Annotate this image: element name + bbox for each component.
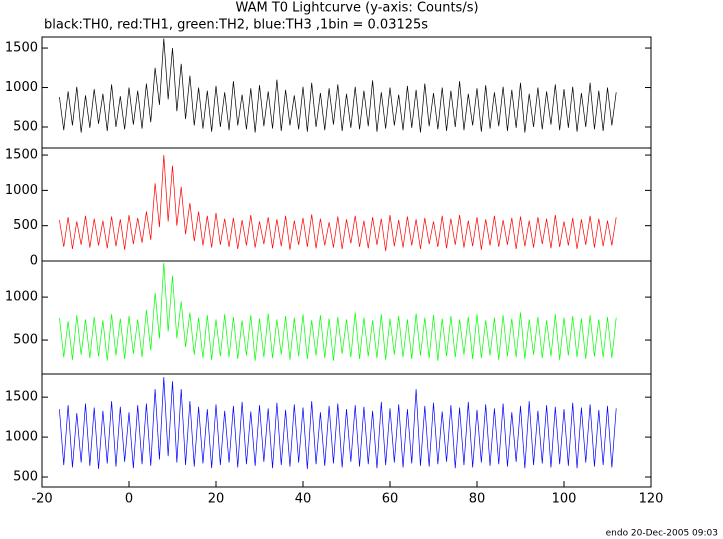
- chart-subtitle: black:TH0, red:TH1, green:TH2, blue:TH3 …: [44, 18, 428, 33]
- x-tick-label: 120: [639, 492, 664, 507]
- x-tick-label: -20: [31, 492, 52, 507]
- footer: endo 20-Dec-2005 09:03: [606, 529, 718, 539]
- x-tick-label: 20: [208, 492, 225, 507]
- x-tick-label: 0: [125, 492, 133, 507]
- x-tick-label: 100: [552, 492, 577, 507]
- y-tick-label: 500: [13, 470, 38, 485]
- y-tick-label: 1000: [5, 183, 38, 198]
- x-tick-label: 60: [382, 492, 399, 507]
- y-tick-label: 0: [30, 254, 38, 269]
- y-tick-label: 1500: [5, 148, 38, 163]
- chart-title: WAM T0 Lightcurve (y-axis: Counts/s): [235, 1, 478, 16]
- y-tick-label: 500: [13, 333, 38, 348]
- y-tick-label: 1000: [5, 290, 38, 305]
- x-tick-label: 80: [469, 492, 486, 507]
- y-tick-label: 500: [13, 120, 38, 135]
- panel-frame: [41, 373, 652, 488]
- series-line: [59, 377, 617, 470]
- series-line: [59, 262, 617, 361]
- series-line: [59, 38, 617, 133]
- x-tick-label: 40: [295, 492, 312, 507]
- y-tick-label: 500: [13, 218, 38, 233]
- series-line: [59, 155, 617, 252]
- y-tick-label: 1000: [5, 80, 38, 95]
- y-tick-label: 1000: [5, 430, 38, 445]
- y-tick-label: 1500: [5, 41, 38, 56]
- panel-frame: [41, 36, 652, 149]
- y-tick-label: 1500: [5, 390, 38, 405]
